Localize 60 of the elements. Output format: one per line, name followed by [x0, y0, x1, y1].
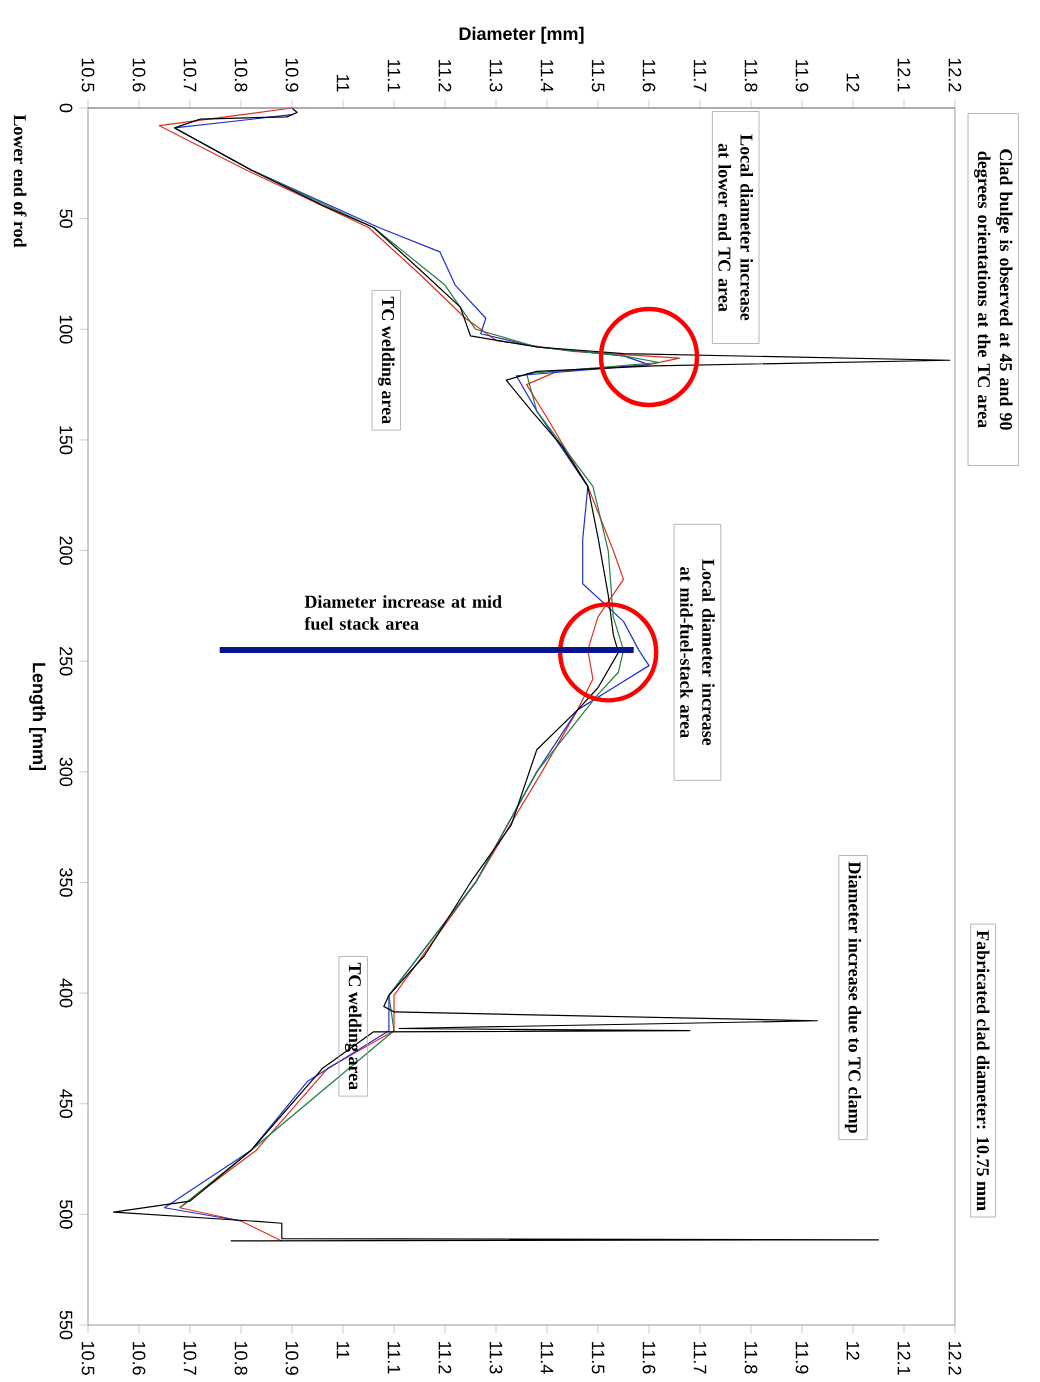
x2-tick-label: 12.1 [897, 1342, 911, 1375]
x2-tick-label: 11.7 [693, 1342, 707, 1374]
annotation: Local diameter increase at mid-fuel-stack area [680, 559, 715, 746]
y-tick-label: 350 [59, 868, 73, 897]
x-tick-label: 11.9 [795, 60, 809, 92]
x-tick-label: 12.2 [948, 58, 962, 92]
y-tick-label: 300 [59, 757, 73, 787]
x2-tick-label: 10.7 [183, 1342, 197, 1375]
x-tick-label: 12.1 [897, 58, 911, 92]
x2-tick-label: 11.8 [744, 1342, 758, 1374]
x2-tick-label: 11.3 [489, 1342, 503, 1374]
x-tick-label: 11.1 [387, 60, 401, 92]
y-tick-label: 200 [59, 536, 73, 565]
annotation: TC welding area [344, 962, 362, 1090]
x2-tick-label: 10.9 [285, 1342, 299, 1375]
y-tick-label: 500 [59, 1200, 73, 1229]
y-tick-label: 150 [59, 426, 73, 455]
y-tick-label: 0 [59, 103, 73, 113]
x-tick-label: 10.7 [183, 58, 197, 92]
x-tick-label: 12 [846, 73, 860, 92]
x-tick-label: 11.4 [540, 60, 554, 92]
x-tick-label: 11.8 [744, 60, 758, 92]
y-tick-label: 400 [59, 978, 73, 1008]
x2-tick-label: 12.2 [948, 1342, 962, 1375]
line-series [112, 107, 951, 1242]
x2-tick-label: 11.6 [642, 1342, 656, 1374]
x-tick-label: 10.5 [81, 58, 95, 92]
x2-tick-label: 11.9 [795, 1342, 809, 1374]
x2-tick-label: 11.5 [591, 1342, 605, 1374]
y-tick-label: 550 [59, 1310, 73, 1340]
x-tick-label: 11.3 [489, 60, 503, 92]
x2-tick-label: 11.4 [540, 1342, 554, 1374]
x-tick-label: 11.7 [693, 60, 707, 92]
x-tick-label: 10.9 [285, 58, 299, 92]
x2-tick-label: 12 [846, 1342, 860, 1360]
y-tick-label: 50 [59, 209, 73, 228]
x2-tick-label: 10.6 [132, 1342, 146, 1375]
x2-tick-label: 11.1 [387, 1342, 401, 1374]
y-tick-label: 450 [59, 1089, 73, 1119]
x-tick-label: 11.2 [438, 60, 452, 92]
y-axis-title: Length [mm] [29, 663, 46, 770]
x2-axis-title: Diameter [mm] [459, 26, 584, 44]
annotation: Diameter increase due to TC clamp [844, 861, 862, 1133]
x-tick-label: 10.8 [234, 58, 248, 92]
text: Fabricated clad diameter: 10.75 mm [976, 930, 990, 1211]
x-tick-label: 10.6 [132, 58, 146, 92]
x2-tick-label: 10.5 [81, 1342, 95, 1375]
annotation: Diameter increase at mid fuel stack area [304, 595, 502, 630]
x-tick-label: 11.6 [642, 60, 656, 92]
x2-tick-label: 11.2 [438, 1342, 452, 1374]
text: Lower end of rod [13, 114, 27, 248]
y-tick-label: 100 [59, 315, 73, 344]
x2-tick-label: 10.8 [234, 1342, 248, 1375]
annotation: Local diameter increase at lower end TC area [718, 134, 754, 321]
x-tick-label: 11 [336, 75, 350, 92]
annotation: TC welding area [378, 296, 395, 424]
x-tick-label: 11.5 [591, 60, 605, 92]
y-tick-label: 250 [59, 647, 73, 676]
text: Clad bulge is observed at 45 and 90 degrees orientations at the TC area [974, 149, 1013, 430]
x2-tick-label: 11 [336, 1342, 350, 1359]
